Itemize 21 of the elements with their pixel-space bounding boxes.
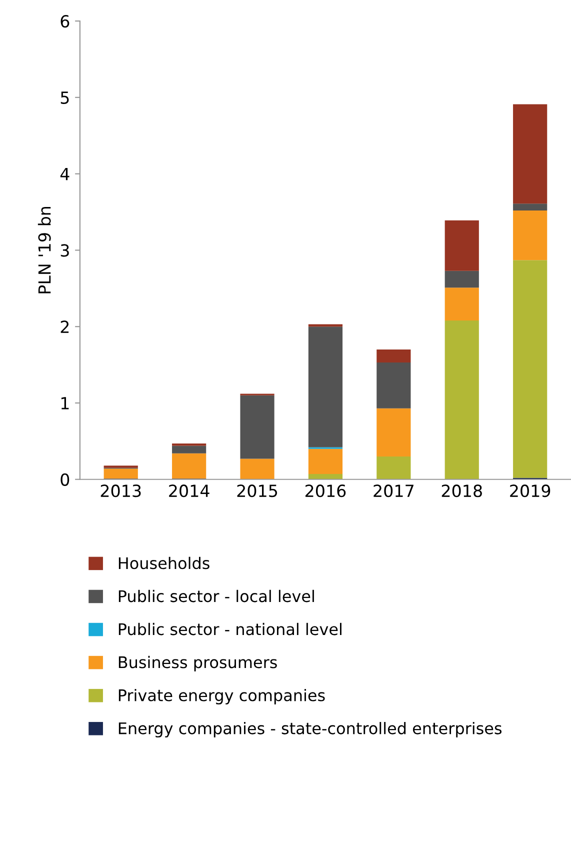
y-tick-label: 1	[61, 397, 69, 410]
x-tick-label: 2013	[100, 484, 141, 498]
x-tick-label: 2014	[169, 484, 210, 498]
y-tick-label: 2	[60, 320, 69, 333]
y-tick-label: 0	[60, 473, 70, 486]
legend-label: Business prosumers	[118, 656, 277, 672]
x-tick-label: 2018	[442, 484, 482, 498]
y-axis-title: PLN '19 bn	[38, 206, 51, 294]
x-tick-label: 2015	[237, 484, 278, 498]
legend-label: Public sector - national level	[118, 622, 342, 636]
legend-label: Energy companies - state-controlled enterprises	[118, 722, 502, 738]
x-tick-label: 2017	[374, 484, 414, 498]
legend-label: Private energy companies	[118, 688, 325, 704]
y-tick-label: 4	[60, 168, 70, 180]
x-tick-label: 2016	[305, 484, 346, 498]
legend-label: Households	[118, 556, 210, 570]
legend-label: Public sector - local level	[118, 590, 314, 602]
y-tick-label: 3	[60, 244, 69, 257]
x-tick-label: 2019	[510, 484, 550, 498]
y-tick-label: 5	[60, 92, 69, 104]
y-tick-label: 6	[60, 14, 70, 28]
